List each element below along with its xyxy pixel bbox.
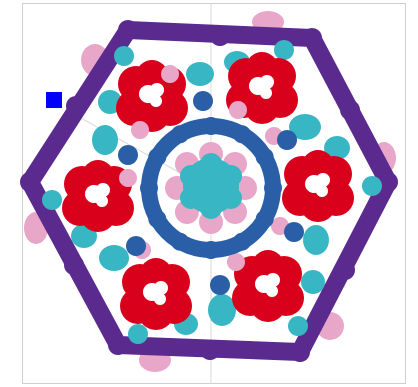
inner-ring-lump [202, 241, 220, 259]
red-petal [226, 52, 298, 124]
blue-dots [118, 91, 304, 295]
teal-ring-dot [274, 40, 294, 60]
pink-accent [131, 121, 149, 139]
teal-blob [186, 62, 214, 86]
teal-blob [289, 114, 321, 140]
center-teal-lobe [220, 165, 242, 187]
inner-ring-lump [171, 125, 189, 144]
center-teal-lobe [220, 187, 242, 209]
petal-center-white [266, 273, 280, 287]
teal-blob [303, 225, 329, 255]
inner-ring-lump [202, 117, 220, 135]
blue-dot [126, 236, 146, 256]
petal-center-white [260, 87, 272, 99]
inner-ring-lump [233, 125, 251, 144]
petal-center-white [154, 293, 166, 305]
outer-ring-lump [108, 335, 128, 355]
outer-ring-lump [64, 255, 84, 275]
blue-dot [284, 222, 304, 242]
pink-accent [161, 65, 179, 83]
inner-blue-ring [140, 117, 282, 259]
teal-ring-dot [114, 46, 134, 66]
inner-ring-lump [255, 148, 274, 166]
petal-lobe [80, 196, 116, 232]
pink-accent [229, 101, 247, 119]
blue-dot [277, 130, 297, 150]
teal-blob [324, 136, 350, 160]
outer-ring-lump [200, 340, 220, 360]
petal-center-white [154, 281, 168, 295]
petal-center-white [150, 83, 164, 97]
petal-center-white [266, 285, 278, 297]
outer-ring-lump [290, 342, 310, 362]
red-petal [282, 150, 354, 222]
inner-ring-lump [148, 210, 167, 228]
selection-square-icon[interactable] [46, 92, 62, 108]
teal-blob [92, 125, 118, 155]
teal-ring-dot [42, 190, 62, 210]
pink-accent [227, 253, 245, 271]
outer-hexagon-ring [20, 20, 398, 362]
center-flower [165, 142, 257, 234]
blue-dot [193, 91, 213, 111]
blue-dot [118, 145, 138, 165]
petal-center-white [316, 173, 330, 187]
blue-dot [210, 275, 230, 295]
teal-blob [301, 270, 325, 294]
red-petal [120, 258, 192, 330]
center-teal-lobe [200, 197, 222, 219]
outer-ring-lump [20, 172, 40, 192]
inner-ring-lump [264, 179, 282, 197]
outer-ring-lump [118, 20, 138, 40]
teal-ring-dot [128, 324, 148, 344]
petal-lobe [138, 294, 174, 330]
center-teal-lobe [200, 153, 222, 175]
petal-center-white [316, 185, 328, 197]
inner-ring-lump [255, 210, 274, 228]
teal-blob [99, 245, 129, 271]
petal-lobe [250, 286, 286, 322]
inner-ring-lump [233, 232, 251, 251]
outer-ring-lump [210, 26, 230, 46]
petal-center-white [260, 75, 274, 89]
center-teal-lobe [180, 165, 202, 187]
petal-lobe [244, 88, 280, 124]
petal-center-white [96, 183, 110, 197]
inner-ring-lump [171, 232, 189, 251]
teal-ring-dot [288, 316, 308, 336]
outer-ring-lump [335, 260, 355, 280]
petal-center-white [150, 95, 162, 107]
red-petals [62, 52, 354, 330]
outer-ring-lump [66, 96, 86, 116]
outer-ring-lump [340, 100, 360, 120]
teal-blob [208, 294, 236, 326]
petal-lobe [300, 186, 336, 222]
teal-ring-dot [362, 176, 382, 196]
outer-ring-lump [378, 172, 398, 192]
outer-ring-lump [302, 28, 322, 48]
center-teal-lobe [180, 187, 202, 209]
inner-ring-lump [140, 179, 158, 197]
inner-ring-lump [148, 148, 167, 166]
petal-center-white [96, 195, 108, 207]
pink-accent [119, 169, 137, 187]
red-petal [62, 160, 134, 232]
